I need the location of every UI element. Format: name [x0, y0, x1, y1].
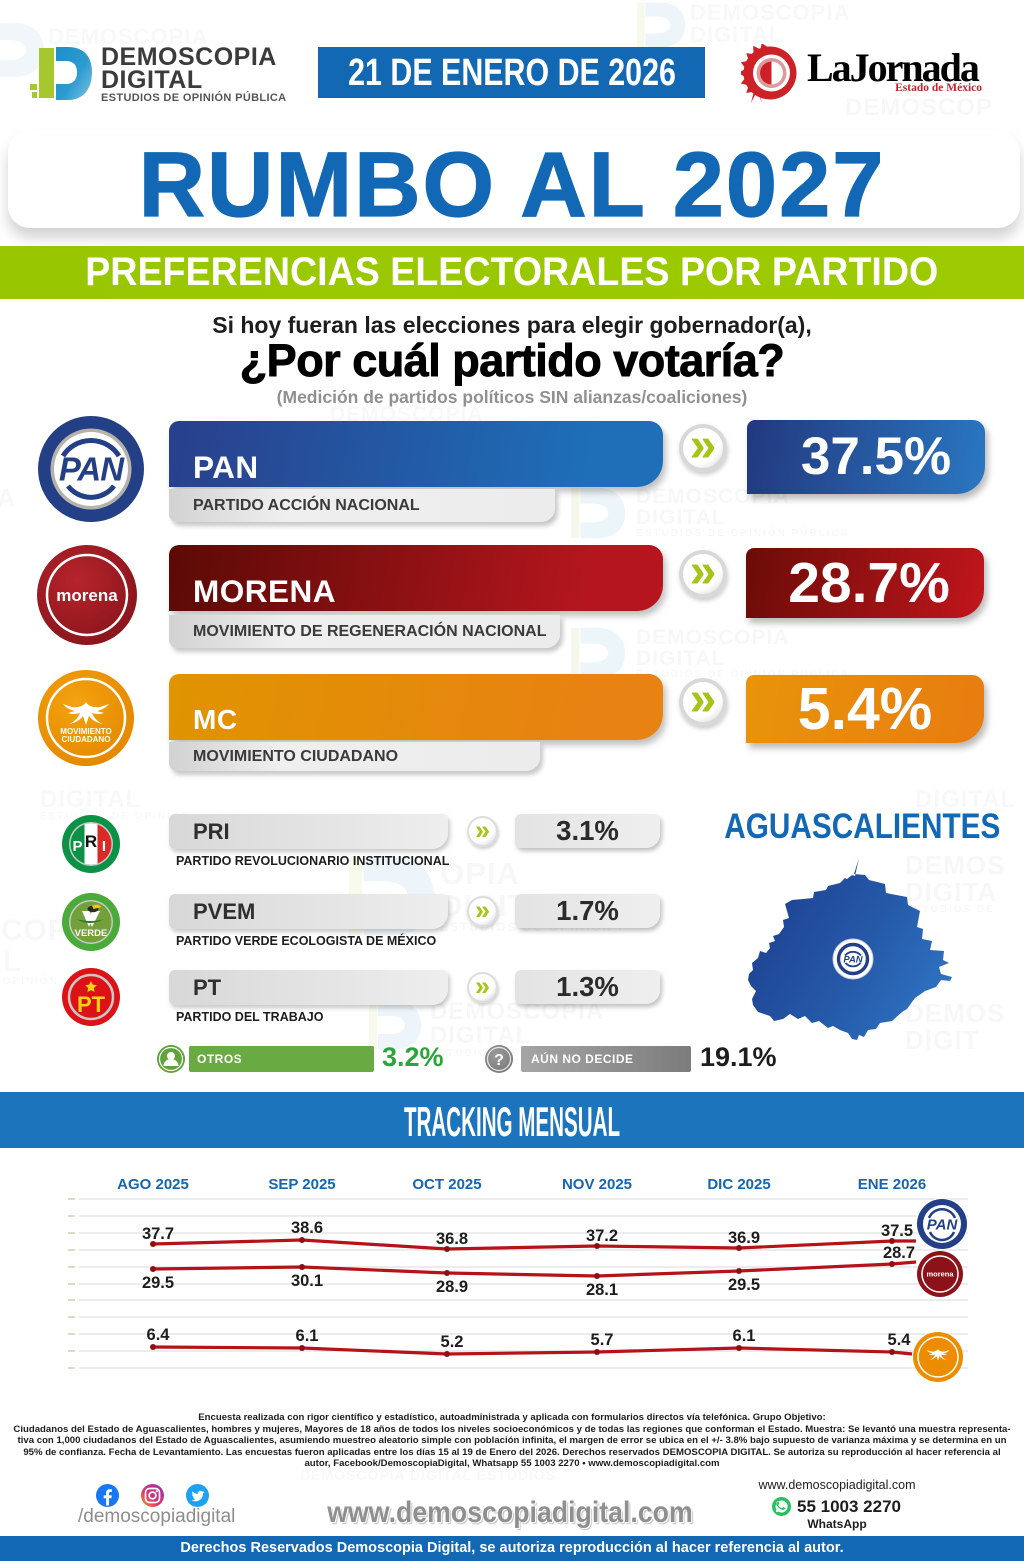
svg-text:DIGITAL: DIGITAL [101, 66, 203, 94]
svg-text:P: P [72, 838, 82, 855]
svg-text:PAN: PAN [843, 955, 863, 966]
svg-text:PAN: PAN [59, 451, 125, 488]
svg-text:morena: morena [926, 1270, 954, 1279]
svg-text:MOVIMIENTO: MOVIMIENTO [60, 727, 111, 736]
svg-text:29.5: 29.5 [142, 1274, 174, 1292]
svg-text:PAN: PAN [927, 1217, 959, 1234]
svg-text:38.6: 38.6 [291, 1219, 323, 1237]
svg-text:6.4: 6.4 [147, 1326, 171, 1344]
svg-text:6.1: 6.1 [733, 1327, 756, 1345]
svg-text:5.7: 5.7 [591, 1331, 614, 1349]
svg-text:CIUDADANO: CIUDADANO [62, 735, 111, 744]
svg-text:LaJornada: LaJornada [807, 45, 980, 90]
svg-text:R: R [85, 832, 97, 851]
svg-text:ESTUDIOS DE OPINIÓN PÚBLICA: ESTUDIOS DE OPINIÓN PÚBLICA [101, 91, 286, 104]
svg-text:30.1: 30.1 [291, 1272, 323, 1290]
svg-text:Estado de México: Estado de México [895, 82, 982, 94]
svg-text:37.7: 37.7 [142, 1225, 174, 1243]
svg-text:5.2: 5.2 [441, 1333, 464, 1351]
svg-text:29.5: 29.5 [728, 1276, 760, 1294]
svg-text:PT: PT [77, 992, 106, 1017]
svg-text:36.8: 36.8 [436, 1230, 468, 1248]
svg-text:VERDE: VERDE [75, 928, 108, 939]
svg-text:28.1: 28.1 [586, 1281, 618, 1299]
svg-text:DEMOSCOPIA: DEMOSCOPIA [101, 44, 277, 71]
svg-text:37.2: 37.2 [586, 1227, 618, 1245]
svg-text:36.9: 36.9 [728, 1229, 760, 1247]
svg-text:6.1: 6.1 [296, 1327, 319, 1345]
svg-text:37.5: 37.5 [881, 1222, 913, 1240]
svg-text:morena: morena [56, 586, 118, 605]
svg-text:28.9: 28.9 [436, 1278, 468, 1296]
svg-text:28.7: 28.7 [883, 1244, 915, 1262]
svg-text:?: ? [494, 1052, 504, 1069]
svg-text:I: I [102, 838, 106, 855]
svg-text:5.4: 5.4 [888, 1331, 912, 1349]
